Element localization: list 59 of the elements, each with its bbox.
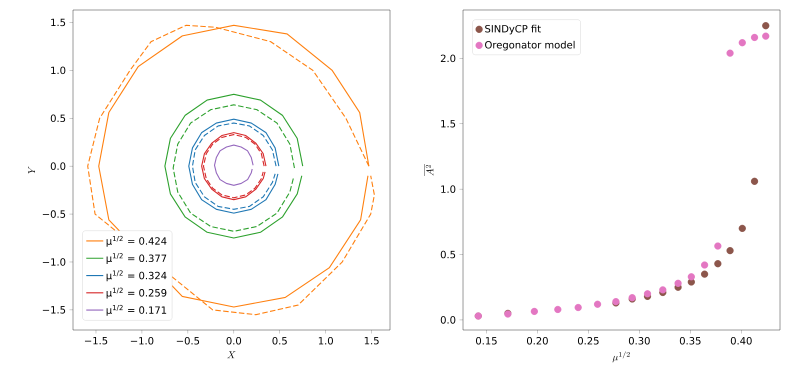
point <box>574 304 582 312</box>
legend-label: μ$^{1/2}$ = 0.259 <box>106 288 166 299</box>
point <box>530 308 538 316</box>
x-tick-label: 0.40 <box>730 337 752 345</box>
y-tick-label: 1.0 <box>51 66 66 74</box>
y-tick-label: 1.5 <box>441 120 456 128</box>
line-series <box>172 104 295 232</box>
legend-label: μ$^{1/2}$ = 0.424 <box>106 236 167 247</box>
point <box>762 22 770 30</box>
point <box>750 178 758 185</box>
point <box>714 242 722 250</box>
point <box>644 290 652 298</box>
y-tick-label: 1.0 <box>441 185 456 193</box>
legend-label: Oregonator model <box>485 40 575 50</box>
x-tick-label: 0.30 <box>628 337 650 345</box>
x-tick-label: 0.20 <box>526 337 548 345</box>
x-tick-label: 0.25 <box>578 337 599 345</box>
point <box>700 261 708 269</box>
point <box>700 270 708 278</box>
x-tick-label: −0.5 <box>176 337 200 345</box>
y-tick-label: 0.0 <box>440 316 456 324</box>
x-tick-label: 0.35 <box>680 337 701 345</box>
y-tick-label: 1.5 <box>51 18 66 26</box>
legend-label: SINDyCP fit <box>485 24 541 34</box>
point <box>738 224 746 232</box>
point <box>688 273 695 280</box>
line-series <box>164 94 304 239</box>
point <box>674 280 682 287</box>
x-tick-label: −1.0 <box>130 337 154 345</box>
x-tick-label: 1.0 <box>318 337 333 345</box>
y-axis-title: $Y$ <box>28 166 35 174</box>
point <box>750 34 758 42</box>
x-axis-title: $X$ <box>227 351 236 358</box>
x-tick-label: 0.5 <box>272 337 287 345</box>
x-tick-label: 0.15 <box>476 337 497 345</box>
y-tick-label: 2.0 <box>440 54 456 62</box>
point <box>726 50 734 57</box>
legend-label: μ$^{1/2}$ = 0.324 <box>106 270 167 282</box>
y-tick-label: 0.0 <box>50 162 66 170</box>
x-tick-label: 1.5 <box>364 337 379 344</box>
point <box>659 286 666 294</box>
y-tick-label: −0.5 <box>42 210 66 218</box>
point <box>714 260 722 268</box>
y-tick-label: −1.5 <box>42 306 66 314</box>
line-series <box>214 144 254 186</box>
y-tick-label: −1.0 <box>42 258 66 266</box>
x-axis-title: $\mu^{1/2}$ <box>612 351 630 362</box>
x-tick-label: −1.5 <box>84 337 108 344</box>
point <box>738 39 746 46</box>
legend-label: μ$^{1/2}$ = 0.377 <box>106 253 166 264</box>
point <box>762 32 770 40</box>
y-tick-label: 0.5 <box>50 114 66 122</box>
point <box>726 247 734 254</box>
legend-label: μ$^{1/2}$ = 0.171 <box>106 304 166 316</box>
y-axis-title: $\overline{A^2}$ <box>424 164 434 176</box>
x-tick-label: 0.0 <box>226 337 242 345</box>
y-tick-label: 0.5 <box>440 250 456 258</box>
point <box>594 300 602 308</box>
point <box>554 306 562 314</box>
